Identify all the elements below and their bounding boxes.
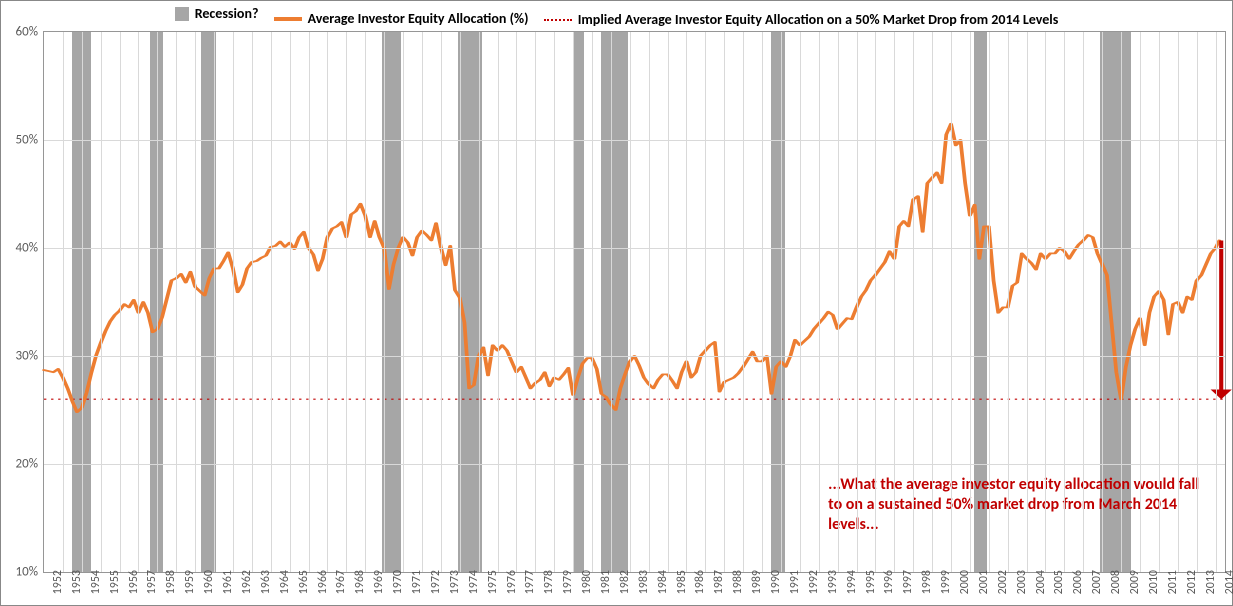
x-axis-tick: 1999 [939, 570, 953, 594]
x-axis-tick: 1965 [297, 570, 311, 594]
x-axis-tick: 1982 [618, 570, 632, 594]
x-axis-tick: 2003 [1015, 570, 1029, 594]
x-axis-tick: 2014 [1223, 570, 1233, 594]
x-axis-tick: 1955 [108, 570, 122, 594]
x-axis-tick: 1953 [70, 570, 84, 594]
x-axis-tick: 2013 [1204, 570, 1218, 594]
x-axis-tick: 1959 [183, 570, 197, 594]
legend-swatch-implied [544, 19, 572, 21]
x-axis-tick: 1987 [712, 570, 726, 594]
x-axis-tick: 1979 [561, 570, 575, 594]
x-axis-tick: 1970 [391, 570, 405, 594]
x-axis-tick: 1984 [656, 570, 670, 594]
x-axis-tick: 2011 [1166, 570, 1180, 594]
x-axis-tick: 1996 [882, 570, 896, 594]
x-axis-tick: 1977 [523, 570, 537, 594]
chart-legend: Recession? Average Investor Equity Alloc… [1, 5, 1232, 28]
x-axis-tick: 1969 [372, 570, 386, 594]
x-axis-tick: 1995 [864, 570, 878, 594]
x-axis-tick: 2012 [1185, 570, 1199, 594]
x-axis-tick: 1989 [750, 570, 764, 594]
y-axis-tick: 40% [16, 241, 44, 256]
x-axis-tick: 1980 [580, 570, 594, 594]
x-axis-tick: 1966 [316, 570, 330, 594]
x-axis-tick: 1993 [826, 570, 840, 594]
x-axis-tick: 1958 [164, 570, 178, 594]
x-axis-tick: 1976 [505, 570, 519, 594]
y-axis-tick: 30% [16, 349, 44, 364]
x-axis-tick: 1963 [259, 570, 273, 594]
x-axis-tick: 1974 [467, 570, 481, 594]
legend-label-recession: Recession? [195, 5, 259, 22]
x-axis-tick: 1975 [486, 570, 500, 594]
legend-label-implied: Implied Average Investor Equity Allocati… [578, 11, 1059, 28]
x-axis-tick: 2008 [1109, 570, 1123, 594]
x-axis-tick: 1954 [89, 570, 103, 594]
x-axis-tick: 1997 [901, 570, 915, 594]
plot-area: ...What the average investor equity allo… [43, 31, 1226, 573]
legend-swatch-alloc [274, 17, 302, 21]
x-axis-tick: 2002 [996, 570, 1010, 594]
x-axis-tick: 1957 [145, 570, 159, 594]
x-axis-tick: 2009 [1128, 570, 1142, 594]
x-axis-tick: 2006 [1071, 570, 1085, 594]
x-axis-tick: 1990 [769, 570, 783, 594]
x-axis-tick: 2004 [1034, 570, 1048, 594]
x-axis-tick: 2000 [958, 570, 972, 594]
x-axis-tick: 1952 [51, 570, 65, 594]
x-axis-tick: 2005 [1052, 570, 1066, 594]
y-axis-tick: 50% [16, 133, 44, 148]
x-axis-tick: 1956 [127, 570, 141, 594]
x-axis-tick: 1988 [731, 570, 745, 594]
x-axis-tick: 1985 [675, 570, 689, 594]
legend-swatch-recession [175, 7, 189, 21]
x-axis-tick: 1983 [637, 570, 651, 594]
x-axis-tick: 1998 [920, 570, 934, 594]
x-axis-tick: 1978 [542, 570, 556, 594]
x-axis-tick: 1986 [693, 570, 707, 594]
x-axis-tick: 1972 [429, 570, 443, 594]
equity-allocation-line [44, 124, 1219, 412]
y-axis-tick: 60% [16, 25, 44, 40]
x-axis-tick: 1962 [240, 570, 254, 594]
x-axis-tick: 1967 [334, 570, 348, 594]
annotation-text: ...What the average investor equity allo… [828, 475, 1215, 535]
x-axis-tick: 1960 [202, 570, 216, 594]
x-axis-tick: 1968 [353, 570, 367, 594]
y-axis-tick: 10% [16, 565, 44, 580]
x-axis-tick: 2007 [1090, 570, 1104, 594]
drop-arrow-head [1211, 389, 1232, 399]
x-axis-tick: 2001 [977, 570, 991, 594]
x-axis-tick: 2010 [1147, 570, 1161, 594]
x-axis-tick: 1964 [278, 570, 292, 594]
x-axis-tick: 1992 [807, 570, 821, 594]
x-axis-tick: 1991 [788, 570, 802, 594]
x-axis-tick: 1994 [845, 570, 859, 594]
legend-label-alloc: Average Investor Equity Allocation (%) [308, 10, 529, 27]
y-axis-tick: 20% [16, 457, 44, 472]
x-axis-tick: 1971 [410, 570, 424, 594]
x-axis-tick: 1981 [599, 570, 613, 594]
x-axis-tick: 1961 [221, 570, 235, 594]
x-axis-tick: 1973 [448, 570, 462, 594]
